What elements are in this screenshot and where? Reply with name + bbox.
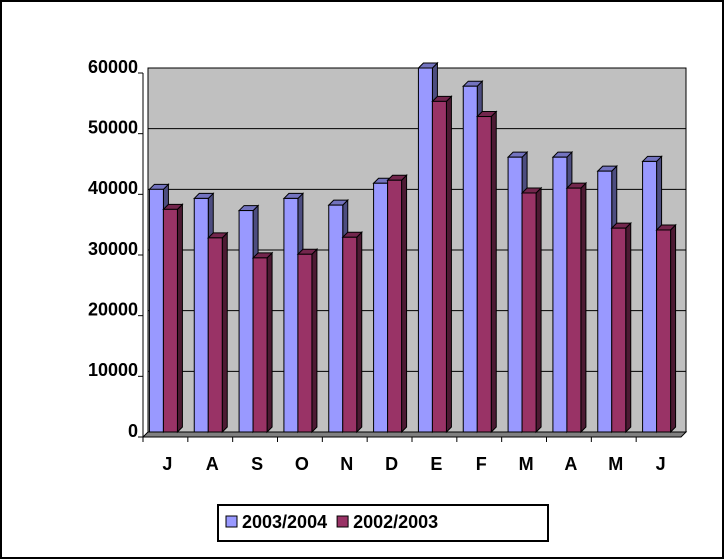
- bar-side: [176, 203, 183, 434]
- bar-front: [283, 197, 299, 433]
- bar-front: [193, 197, 209, 433]
- bar-front: [387, 179, 403, 433]
- bar-front: [656, 229, 672, 433]
- bar-front: [162, 208, 178, 433]
- bar-side: [670, 223, 677, 434]
- bar: [296, 248, 319, 434]
- bar-side: [535, 186, 542, 434]
- legend-swatch: [336, 515, 349, 528]
- bar: [207, 231, 229, 434]
- bar-front: [642, 160, 658, 433]
- bar-front: [462, 85, 478, 433]
- x-tick-label: N: [340, 454, 353, 474]
- y-tick-label: 50000: [88, 117, 138, 137]
- legend-label: 2003/2004: [242, 512, 327, 532]
- bar-front: [431, 100, 447, 433]
- bar-front: [611, 227, 627, 433]
- legend-label: 2002/2003: [353, 512, 438, 532]
- bar-side: [445, 95, 452, 434]
- bar-front: [207, 237, 223, 433]
- bar-side: [580, 181, 587, 434]
- bar-side: [490, 110, 497, 434]
- bar-side: [311, 248, 318, 434]
- bar-side: [625, 221, 632, 434]
- bar: [476, 110, 498, 434]
- bar-front: [328, 204, 344, 433]
- plot-area: 0 10000 20000 30000 40000 50000 60000 J A S O N D E F M…: [88, 57, 688, 474]
- bar-front: [373, 182, 389, 433]
- y-tick-label: 20000: [88, 299, 138, 319]
- bar: [520, 186, 543, 434]
- bar-front: [417, 67, 433, 433]
- bar: [162, 203, 184, 434]
- bar: [610, 221, 632, 434]
- bar-side: [401, 174, 408, 434]
- legend-swatch: [225, 515, 238, 528]
- x-tick-label: M: [519, 454, 534, 474]
- bar-front: [566, 187, 582, 433]
- x-tick-label: J: [656, 454, 666, 474]
- bar: [341, 231, 363, 434]
- bar: [565, 181, 588, 434]
- bar-front: [342, 236, 358, 433]
- bar-front: [521, 192, 537, 433]
- x-tick-label: E: [430, 454, 442, 474]
- bar-front: [552, 156, 568, 433]
- bar-front: [597, 170, 613, 433]
- y-tick-label: 40000: [88, 178, 138, 198]
- bar-front: [252, 257, 268, 433]
- bar: [386, 174, 408, 434]
- x-tick-label: J: [162, 454, 172, 474]
- x-tick-label: O: [295, 454, 309, 474]
- x-tick-label: A: [206, 454, 219, 474]
- bar: [655, 223, 677, 434]
- x-tick-label: A: [564, 454, 577, 474]
- bar-side: [221, 231, 228, 434]
- legend: 2003/2004 2002/2003: [217, 504, 549, 542]
- x-tick-label: D: [385, 454, 398, 474]
- bar-front: [476, 116, 492, 433]
- floor: [141, 431, 688, 438]
- x-tick-label: F: [476, 454, 487, 474]
- x-tick-label: M: [608, 454, 623, 474]
- bar-front: [238, 210, 254, 433]
- bar-side: [356, 231, 363, 434]
- bar: [251, 251, 274, 434]
- bar-front: [507, 156, 523, 433]
- legend-box: [217, 504, 549, 542]
- y-tick-label: 60000: [88, 57, 138, 77]
- x-tick-label: S: [251, 454, 263, 474]
- y-tick-label: 10000: [88, 360, 138, 380]
- bar-front: [297, 253, 313, 433]
- y-tick-label: 30000: [88, 239, 138, 259]
- bar-side: [266, 251, 273, 434]
- bar-front: [148, 188, 164, 433]
- y-tick-label: 0: [128, 421, 138, 441]
- bar: [431, 95, 453, 434]
